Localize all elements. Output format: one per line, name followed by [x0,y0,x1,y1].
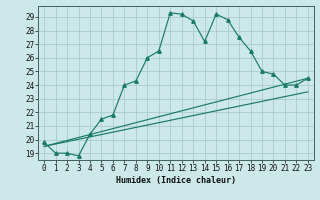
X-axis label: Humidex (Indice chaleur): Humidex (Indice chaleur) [116,176,236,185]
